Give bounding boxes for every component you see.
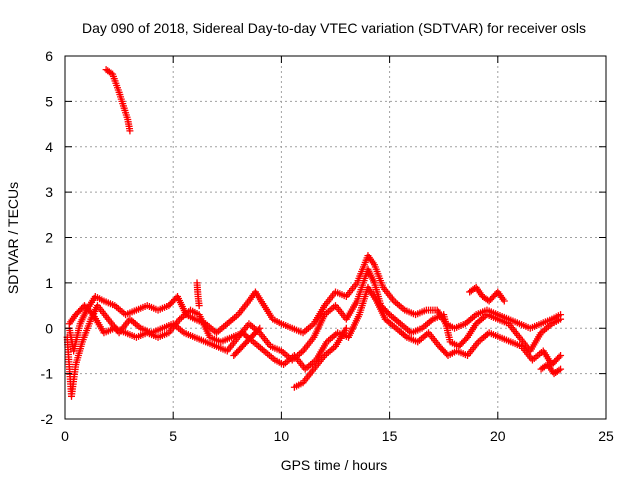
series-track-2 xyxy=(65,252,565,355)
data-point xyxy=(254,326,262,334)
x-tick-label: 15 xyxy=(382,428,398,444)
series-track-1 xyxy=(63,265,565,400)
series-track-4 xyxy=(102,66,134,135)
y-tick-label: 6 xyxy=(45,48,53,64)
plot-points xyxy=(63,66,565,400)
x-tick-label: 0 xyxy=(61,428,69,444)
data-point xyxy=(126,127,134,135)
chart-title: Day 090 of 2018, Sidereal Day-to-day VTE… xyxy=(82,20,586,36)
data-point xyxy=(195,302,203,310)
data-point xyxy=(555,353,563,361)
series-track-5 xyxy=(230,324,264,359)
series-track-9 xyxy=(193,279,203,310)
y-tick-label: -1 xyxy=(41,366,54,382)
series-track-7 xyxy=(466,283,508,305)
x-tick-label: 20 xyxy=(490,428,506,444)
y-axis-label: SDTVAR / TECUs xyxy=(5,182,21,294)
series-track-3 xyxy=(65,283,565,373)
y-tick-label: -2 xyxy=(41,411,54,427)
axis-ticks: 0 5 10 15 20 25 -2 -1 0 1 2 3 4 5 6 xyxy=(41,48,614,444)
series-track-6 xyxy=(290,324,350,391)
data-point xyxy=(500,297,508,305)
data-point xyxy=(88,309,96,317)
data-point xyxy=(256,324,264,332)
data-point xyxy=(557,365,565,373)
y-tick-label: 2 xyxy=(45,230,53,246)
data-point xyxy=(342,324,350,332)
x-tick-label: 5 xyxy=(169,428,177,444)
y-tick-label: 0 xyxy=(45,320,53,336)
y-tick-label: 3 xyxy=(45,184,53,200)
y-tick-label: 1 xyxy=(45,275,53,291)
series-track-8 xyxy=(537,361,565,378)
data-point xyxy=(557,311,565,319)
x-tick-label: 25 xyxy=(598,428,614,444)
y-tick-label: 4 xyxy=(45,139,53,155)
x-axis-label: GPS time / hours xyxy=(281,457,388,473)
data-point xyxy=(555,366,563,374)
y-tick-label: 5 xyxy=(45,93,53,109)
x-tick-label: 10 xyxy=(274,428,290,444)
grid-lines xyxy=(65,56,606,419)
data-point xyxy=(557,351,565,359)
